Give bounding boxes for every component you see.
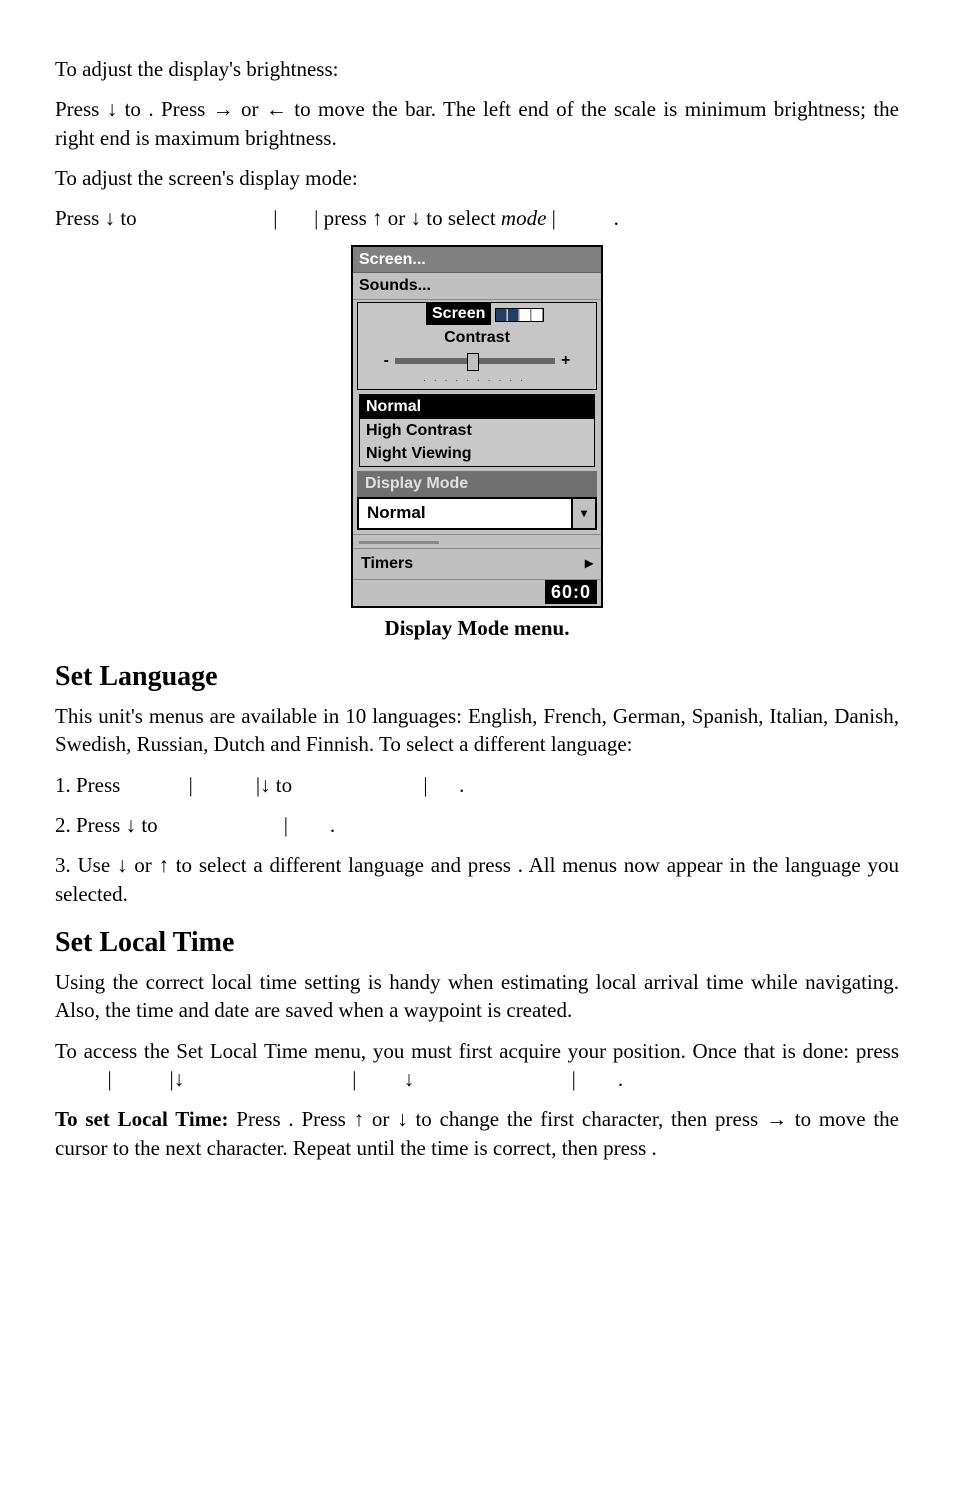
displaymode-heading: To adjust the screen's display mode: (55, 164, 899, 192)
timers-caret-icon: ▸ (585, 553, 593, 575)
dot-1: . (614, 206, 619, 230)
pipe-9: | (572, 1067, 576, 1091)
mode-normal: Normal (360, 395, 594, 419)
displaymode-mode-var: mode (501, 206, 547, 230)
pipe-2: | (552, 206, 556, 230)
lang-step-3: 3. Use ↓ or ↑ to select a different lang… (55, 851, 899, 908)
set-language-intro: This unit's menus are available in 10 la… (55, 702, 899, 759)
mode-high-contrast: High Contrast (360, 419, 594, 443)
menu-screen-row: Screen... (353, 247, 601, 274)
mode-night-viewing: Night Viewing (360, 442, 594, 466)
brightness-tiles (495, 308, 544, 322)
screen-panel: Screen Contrast - + .......... (357, 302, 597, 390)
set-local-time-access: To access the Set Local Time menu, you m… (55, 1037, 899, 1094)
display-mode-value: Normal (359, 499, 571, 528)
dot-3: . (330, 813, 335, 837)
trip-calculator-row: ▬▬▬▬▬▬▬▬ (353, 534, 601, 549)
pipe-4: | (423, 773, 427, 797)
device-screenshot: Screen... Sounds... Screen Contrast - + … (351, 245, 603, 608)
lang-step1-mid: |↓ to (256, 773, 292, 797)
displaymode-mid: | press ↑ or ↓ to select (314, 206, 501, 230)
menu-sounds-row: Sounds... (353, 273, 601, 300)
mode-list: Normal High Contrast Night Viewing (359, 394, 595, 467)
contrast-label: Contrast (362, 327, 592, 349)
pipe-8: | (352, 1067, 356, 1091)
screen-panel-title: Screen (426, 303, 491, 325)
pipe-1: | (273, 206, 277, 230)
contrast-slider: - + (362, 350, 592, 372)
lang-step2-pre: 2. Press ↓ to (55, 813, 158, 837)
display-mode-select: Normal ▾ (357, 497, 597, 530)
readout-value: 60:0 (545, 580, 597, 604)
dropdown-caret-icon: ▾ (571, 499, 595, 528)
brightness-heading: To adjust the display's brightness: (55, 55, 899, 83)
lang-step-1: 1. Press | |↓ to | . (55, 771, 899, 799)
pipe-6: | (108, 1067, 112, 1091)
pipe-7: | (169, 1067, 173, 1091)
display-mode-header: Display Mode (357, 471, 597, 497)
dot-2: . (459, 773, 464, 797)
set-local-time-intro: Using the correct local time setting is … (55, 968, 899, 1025)
brightness-instructions: Press ↓ to . Press → or ← to move the ba… (55, 95, 899, 152)
figure-caption: Display Mode menu. (55, 614, 899, 642)
dot-4: . (618, 1067, 623, 1091)
set-local-time-bold: To set Local Time: (55, 1107, 229, 1131)
set-local-time-steps: To set Local Time: Press . Press ↑ or ↓ … (55, 1105, 899, 1162)
timers-label: Timers (361, 553, 413, 575)
slider-thumb-icon (467, 353, 479, 371)
pipe-3: | (189, 773, 193, 797)
set-local-time-heading: Set Local Time (55, 924, 899, 962)
set-language-heading: Set Language (55, 658, 899, 696)
slider-plus: + (561, 350, 570, 372)
displaymode-press-line: Press ↓ to | | press ↑ or ↓ to select mo… (55, 204, 899, 232)
access-pre: To access the Set Local Time menu, you m… (55, 1039, 899, 1063)
slider-minus: - (384, 350, 389, 372)
displaymode-pre: Press ↓ to (55, 206, 137, 230)
slider-ticks: .......... (362, 372, 592, 386)
pipe-5: | (284, 813, 288, 837)
lang-step-2: 2. Press ↓ to | . (55, 811, 899, 839)
lang-step1-pre: 1. Press (55, 773, 120, 797)
